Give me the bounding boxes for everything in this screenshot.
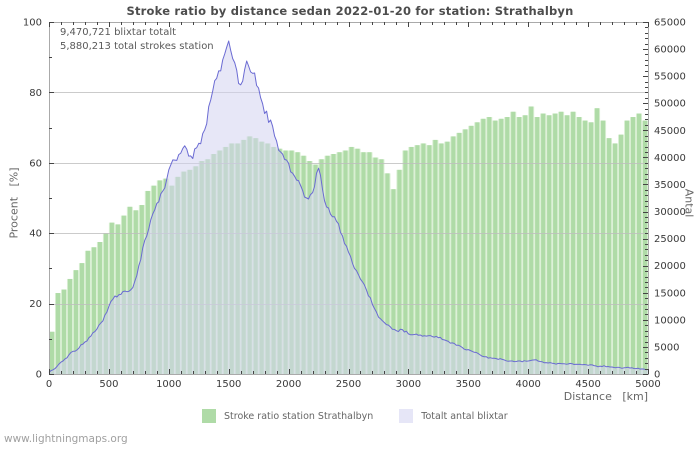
total-strokes-line (48, 40, 649, 373)
axis-ticks (49, 22, 649, 375)
annotation-total-blixtar: 9,470,721 blixtar totalt (60, 27, 177, 38)
y-right-tick-label: 50000 (654, 99, 686, 110)
y-right-tick-label: 5000 (654, 342, 679, 353)
legend-label-total-blixtar: Totalt antal blixtar (421, 410, 508, 422)
y-right-tick-label: 35000 (654, 180, 686, 191)
y-right-tick-label: 30000 (654, 207, 686, 218)
footer-watermark: www.lightningmaps.org (4, 433, 128, 445)
y-right-tick-label: 40000 (654, 153, 686, 164)
annotation-total-strokes-station: 5,880,213 total strokes station (60, 40, 214, 52)
x-tick-label: 4000 (515, 379, 540, 390)
y-right-tick-label: 65000 (654, 18, 686, 29)
y-right-axis-title: Antal (682, 188, 696, 218)
legend-item-stroke-ratio: Stroke ratio station Strathalbyn (202, 409, 373, 423)
x-tick-label: 1500 (216, 379, 241, 390)
annotation-block: 9,470,721 blixtar totalt 5,880,213 total… (60, 26, 214, 53)
x-tick-label: 1000 (156, 379, 181, 390)
y-right-tick-label: 15000 (654, 288, 686, 299)
y-right-tick-label: 20000 (654, 261, 686, 272)
y-left-tick-label: 80 (29, 88, 42, 99)
x-tick-label: 3500 (456, 379, 481, 390)
y-right-tick-label: 45000 (654, 126, 686, 137)
legend: Stroke ratio station Strathalbyn Totalt … (202, 409, 508, 423)
chart-title: Stroke ratio by distance sedan 2022-01-2… (126, 4, 574, 18)
x-tick-label: 4500 (575, 379, 600, 390)
x-tick-label: 3000 (396, 379, 421, 390)
y-left-tick-label: 60 (29, 158, 42, 169)
legend-swatch-stroke-ratio (202, 409, 216, 423)
x-tick-label: 5000 (635, 379, 660, 390)
y-right-tick-label: 55000 (654, 72, 686, 83)
legend-item-total-blixtar: Totalt antal blixtar (399, 409, 508, 423)
y-left-tick-label: 0 (36, 370, 42, 381)
y-left-tick-label: 100 (23, 18, 42, 29)
y-left-axis-title: Procent [%] (7, 167, 21, 239)
x-axis-title: Distance [km] (563, 390, 648, 403)
x-tick-label: 0 (46, 379, 52, 390)
y-right-tick-label: 60000 (654, 45, 686, 56)
y-right-tick-label: 0 (654, 370, 660, 381)
x-tick-label: 2000 (276, 379, 301, 390)
x-tick-label: 2500 (336, 379, 361, 390)
y-right-tick-label: 10000 (654, 315, 686, 326)
y-left-tick-label: 20 (29, 299, 42, 310)
y-left-tick-label: 40 (29, 229, 42, 240)
legend-label-stroke-ratio: Stroke ratio station Strathalbyn (224, 410, 374, 422)
total-strokes-area (49, 41, 648, 374)
x-tick-label: 500 (99, 379, 118, 390)
tick-labels: 0204060801000500010000150002000025000300… (23, 18, 686, 391)
y-right-tick-label: 25000 (654, 234, 686, 245)
legend-swatch-total-blixtar (399, 409, 414, 423)
